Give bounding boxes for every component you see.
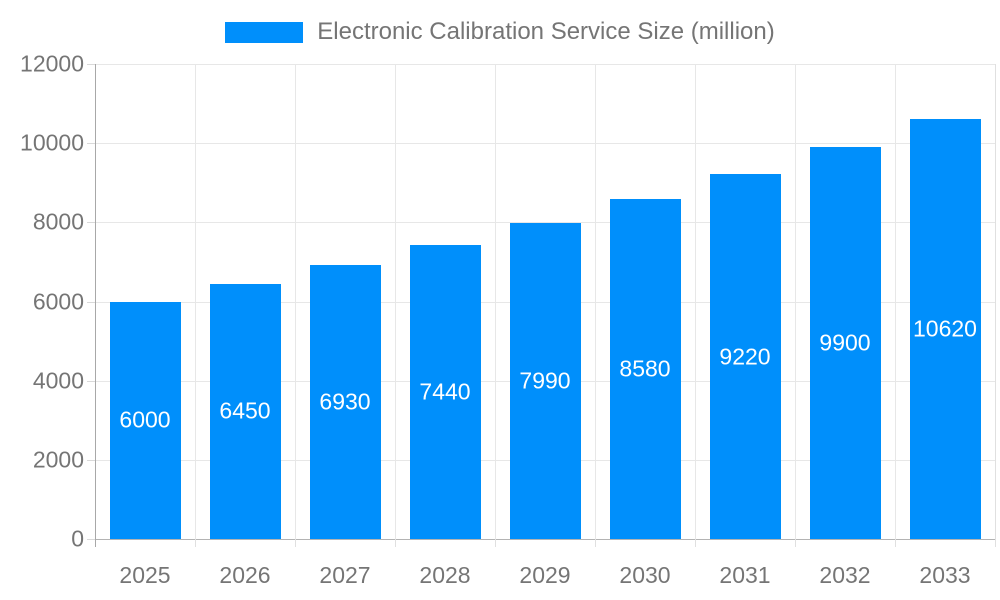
legend-label: Electronic Calibration Service Size (mil… xyxy=(317,18,775,45)
y-axis-tick-label: 6000 xyxy=(32,288,84,314)
x-axis-tick-label: 2027 xyxy=(319,562,371,588)
y-axis-tick xyxy=(87,459,95,461)
x-axis-tick-label: 2030 xyxy=(619,562,671,588)
x-axis-tick xyxy=(595,539,596,547)
x-axis-tick-label: 2026 xyxy=(219,562,271,588)
bar-value-label: 7440 xyxy=(419,378,471,405)
bar[interactable]: 9900 xyxy=(809,147,881,539)
x-axis-tick xyxy=(195,539,196,547)
y-axis-tick xyxy=(87,380,95,382)
bar-value-label: 10620 xyxy=(913,315,977,342)
y-axis-tick-label: 2000 xyxy=(32,446,84,473)
x-axis-line xyxy=(95,539,995,540)
bar[interactable]: 7440 xyxy=(409,244,481,539)
bar[interactable]: 6450 xyxy=(209,283,281,539)
bar-value-label: 6000 xyxy=(119,406,171,433)
x-axis-tick xyxy=(395,539,396,547)
category-separator xyxy=(595,64,596,539)
legend-swatch xyxy=(225,21,304,43)
y-axis-tick xyxy=(87,222,95,224)
bar-value-label: 9900 xyxy=(819,329,871,356)
bar-value-label: 6450 xyxy=(219,397,271,424)
bar[interactable]: 7990 xyxy=(509,222,581,539)
y-axis-tick xyxy=(87,143,95,145)
y-axis-tick-label: 8000 xyxy=(32,208,84,235)
category-separator xyxy=(295,64,296,539)
x-axis-tick xyxy=(895,539,896,547)
x-axis-tick xyxy=(295,539,296,547)
category-separator xyxy=(195,64,196,539)
bar-value-label: 7990 xyxy=(519,367,571,394)
legend[interactable]: Electronic Calibration Service Size (mil… xyxy=(0,18,1000,46)
y-axis-tick-label: 12000 xyxy=(20,50,84,77)
y-axis-tick xyxy=(87,539,95,540)
y-axis-tick-label: 0 xyxy=(71,525,84,552)
plot-right-border xyxy=(995,64,996,547)
y-axis-tick-label: 10000 xyxy=(20,129,84,156)
category-separator xyxy=(495,64,496,539)
bar-value-label: 6930 xyxy=(319,388,371,415)
y-axis-line xyxy=(95,64,96,547)
y-axis-tick xyxy=(87,64,95,65)
bar[interactable]: 9220 xyxy=(709,174,781,539)
x-axis-tick-label: 2032 xyxy=(819,562,871,588)
gridline xyxy=(95,64,995,65)
category-separator xyxy=(695,64,696,539)
x-axis-tick-label: 2029 xyxy=(519,562,571,588)
x-axis-tick-label: 2025 xyxy=(119,562,171,588)
bar[interactable]: 10620 xyxy=(909,118,981,539)
bar[interactable]: 8580 xyxy=(609,199,681,539)
bar[interactable]: 6000 xyxy=(109,301,181,539)
x-axis-tick-label: 2028 xyxy=(419,562,471,588)
bar-value-label: 8580 xyxy=(619,355,671,382)
gridline xyxy=(95,143,995,145)
x-axis-tick xyxy=(495,539,496,547)
category-separator xyxy=(895,64,896,539)
bar[interactable]: 6930 xyxy=(309,264,381,539)
category-separator xyxy=(395,64,396,539)
x-axis-tick-label: 2033 xyxy=(919,562,971,588)
y-axis-tick-label: 4000 xyxy=(32,367,84,394)
x-axis-tick xyxy=(795,539,796,547)
x-axis-tick xyxy=(695,539,696,547)
category-separator xyxy=(795,64,796,539)
bar-value-label: 9220 xyxy=(719,343,771,369)
y-axis-tick xyxy=(87,301,95,303)
x-axis-tick-label: 2031 xyxy=(719,562,771,588)
